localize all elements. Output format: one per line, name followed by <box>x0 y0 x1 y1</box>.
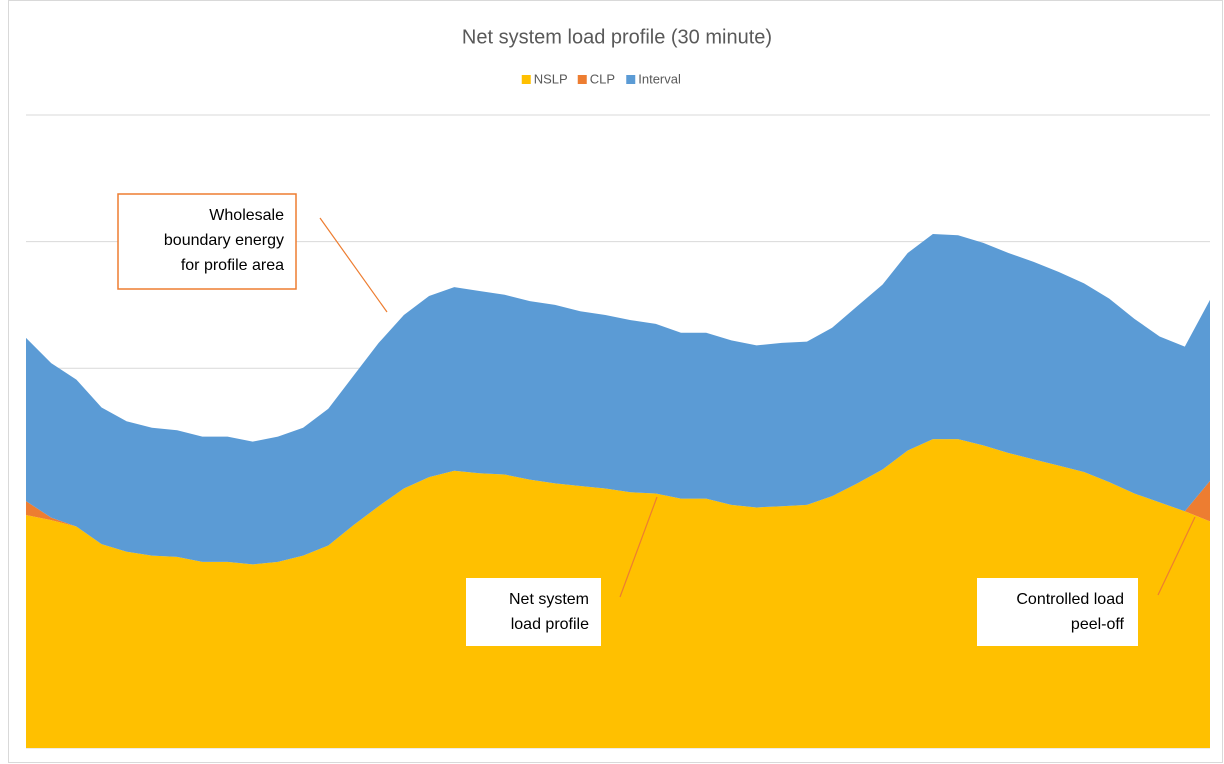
legend-swatch <box>577 75 587 84</box>
legend-label: NSLP <box>534 71 568 86</box>
callout-box <box>466 578 601 646</box>
legend-label: CLP <box>590 71 615 86</box>
annotation-text: for profile area <box>181 257 284 274</box>
annotation-text: boundary energy <box>164 232 284 249</box>
leader-line <box>619 496 658 598</box>
chart-title: Net system load profile (30 minute) <box>462 26 772 48</box>
leader-line <box>319 217 388 313</box>
legend-label: Interval <box>638 71 681 86</box>
leader-line <box>1157 516 1196 596</box>
callout-box <box>977 578 1138 646</box>
annotations: Wholesale boundary energy for profile area… <box>117 193 1196 646</box>
annotation-text: peel-off <box>1071 616 1125 633</box>
area <box>26 234 1210 565</box>
annotation-text: Net system <box>509 591 589 608</box>
legend-swatch <box>521 75 531 84</box>
area <box>26 439 1210 748</box>
areas <box>26 234 1210 748</box>
legend: NSLP CLP Interval <box>521 71 681 86</box>
callout-box <box>117 193 297 290</box>
legend-swatch <box>626 75 636 84</box>
annotation-text: Controlled load <box>1016 591 1124 608</box>
annotation-text: Wholesale <box>209 207 284 224</box>
annotation-text: load profile <box>511 616 589 633</box>
